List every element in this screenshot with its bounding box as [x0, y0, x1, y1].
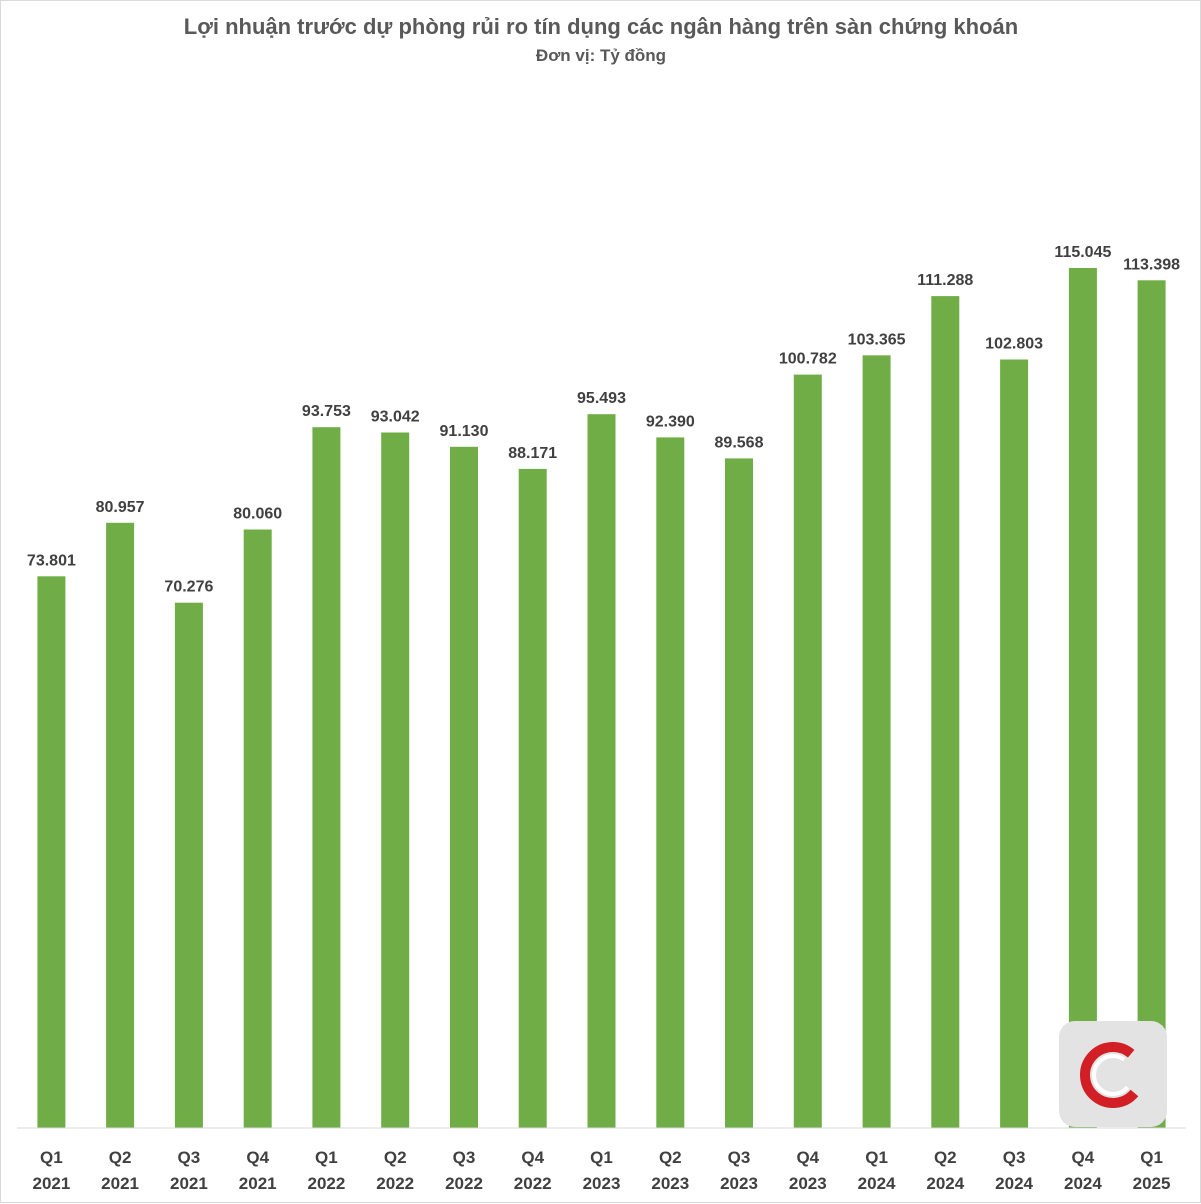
chart-subtitle: Đơn vị: Tỷ đồng [536, 46, 666, 65]
bar-q3-2023 [725, 458, 753, 1128]
data-label: 100.782 [779, 351, 837, 368]
x-tick-year: 2022 [376, 1174, 414, 1193]
bars-group [37, 268, 1166, 1129]
x-tick-year: 2022 [445, 1174, 483, 1193]
x-tick-quarter: Q4 [246, 1148, 269, 1167]
data-label: 92.390 [646, 413, 695, 430]
chart-title: Lợi nhuận trước dự phòng rủi ro tín dụng… [184, 14, 1018, 39]
data-label: 93.753 [302, 403, 351, 420]
x-axis-ticks-group: Q1 2021 Q2 2021 Q3 2021 Q4 2021 Q1 2022 Q2 2022 Q3 20… [32, 1148, 1170, 1193]
data-label: 111.288 [917, 272, 973, 289]
data-label: 93.042 [371, 409, 420, 426]
x-tick-quarter: Q4 [521, 1148, 544, 1167]
bar-q2-2023 [656, 437, 685, 1128]
bar-q1-2025 [1137, 280, 1166, 1128]
bar-q1-2024 [862, 355, 891, 1128]
bar-q1-2023 [587, 414, 616, 1128]
bar-q1-2021 [37, 576, 66, 1128]
data-label: 89.568 [715, 434, 764, 451]
x-tick-year: 2021 [239, 1174, 277, 1193]
data-label: 95.493 [577, 390, 626, 407]
bar-q3-2024 [1000, 359, 1029, 1128]
logo-inner-arc [1092, 1054, 1134, 1096]
bar-q4-2021 [243, 529, 272, 1128]
data-label: 115.045 [1054, 244, 1111, 261]
x-tick-year: 2023 [720, 1174, 758, 1193]
x-tick-quarter: Q3 [178, 1148, 201, 1167]
x-tick-quarter: Q4 [1072, 1148, 1095, 1167]
data-label: 70.276 [164, 579, 213, 596]
data-label: 73.801 [27, 552, 76, 569]
data-label: 102.803 [985, 336, 1043, 353]
bar-q1-2022 [312, 427, 341, 1128]
x-tick-year: 2023 [789, 1174, 827, 1193]
bar-q2-2022 [381, 432, 410, 1128]
bar-q2-2024 [931, 296, 960, 1129]
x-tick-quarter: Q3 [728, 1148, 751, 1167]
data-label: 103.365 [848, 331, 906, 348]
x-tick-quarter: Q2 [934, 1148, 957, 1167]
x-tick-quarter: Q2 [109, 1148, 132, 1167]
x-tick-year: 2022 [514, 1174, 552, 1193]
x-tick-year: 2021 [32, 1174, 70, 1193]
bar-q4-2023 [793, 374, 822, 1129]
bar-q4-2024 [1068, 268, 1097, 1128]
x-tick-quarter: Q1 [40, 1148, 63, 1167]
data-label: 80.060 [233, 506, 282, 523]
value-labels-group: 73.801 80.957 70.276 80.060 93.753 93.042 91.1… [27, 244, 1180, 596]
x-tick-year: 2024 [1064, 1174, 1102, 1193]
x-tick-quarter: Q3 [453, 1148, 476, 1167]
brand-logo [1059, 1021, 1167, 1127]
x-tick-quarter: Q1 [590, 1148, 613, 1167]
x-tick-quarter: Q1 [315, 1148, 338, 1167]
x-tick-year: 2023 [651, 1174, 689, 1193]
data-label: 91.130 [440, 423, 489, 440]
logo-background [1059, 1021, 1167, 1127]
x-tick-year: 2022 [307, 1174, 345, 1193]
x-tick-quarter: Q1 [865, 1148, 888, 1167]
x-tick-year: 2025 [1133, 1174, 1171, 1193]
x-tick-year: 2023 [583, 1174, 621, 1193]
data-label: 80.957 [96, 499, 145, 516]
x-tick-year: 2024 [995, 1174, 1033, 1193]
x-tick-quarter: Q2 [384, 1148, 407, 1167]
bar-q2-2021 [106, 522, 135, 1128]
x-tick-quarter: Q3 [1003, 1148, 1026, 1167]
logo-outer-arc [1080, 1042, 1146, 1108]
data-label: 113.398 [1123, 256, 1180, 273]
x-tick-quarter: Q4 [796, 1148, 819, 1167]
bar-q3-2022 [450, 446, 478, 1128]
bar-q4-2022 [518, 468, 547, 1128]
bar-q3-2021 [174, 602, 203, 1128]
x-tick-quarter: Q1 [1140, 1148, 1163, 1167]
x-tick-year: 2024 [858, 1174, 896, 1193]
x-tick-year: 2021 [170, 1174, 208, 1193]
x-tick-quarter: Q2 [659, 1148, 682, 1167]
data-label: 88.171 [508, 445, 557, 462]
x-tick-year: 2021 [101, 1174, 139, 1193]
x-tick-year: 2024 [926, 1174, 964, 1193]
